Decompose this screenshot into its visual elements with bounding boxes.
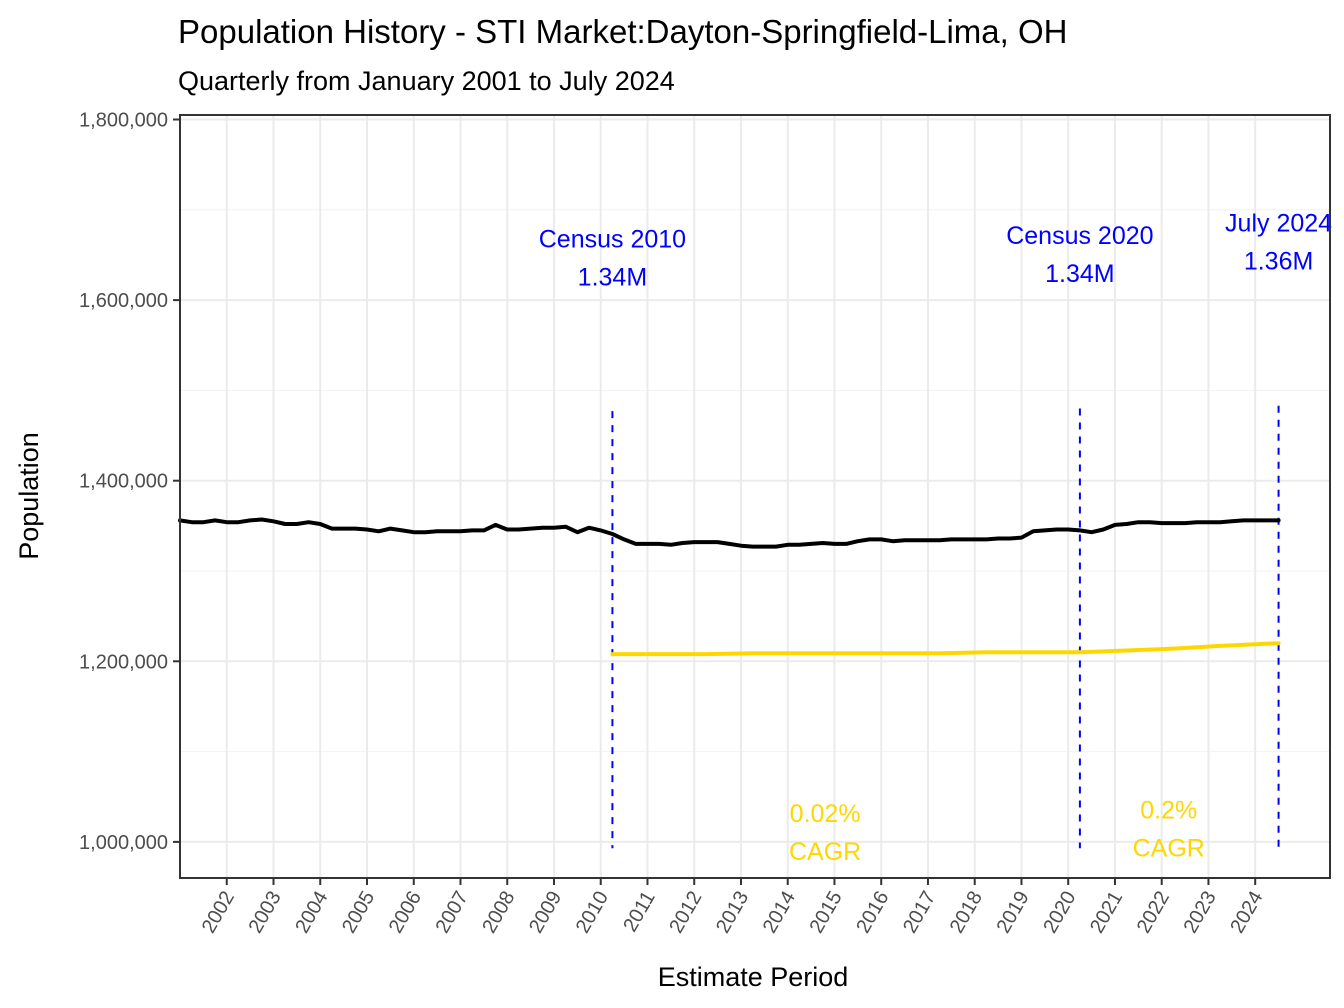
x-tick-label: 2013 [712, 888, 753, 938]
y-tick-label: 1,000,000 [79, 832, 168, 854]
chart-subtitle: Quarterly from January 2001 to July 2024 [178, 66, 675, 96]
x-tick-label: 2011 [619, 888, 660, 936]
x-tick-label: 2019 [992, 888, 1033, 938]
x-tick-label: 2002 [198, 888, 239, 938]
x-tick-label: 2008 [478, 888, 519, 938]
x-tick-label: 2016 [852, 888, 893, 938]
population-line [178, 517, 1281, 549]
cagr-2010-2020-label-1: 0.02% [790, 800, 861, 828]
census-2010-label-1: Census 2010 [539, 226, 686, 254]
july-2024-label-2: 1.36M [1244, 247, 1313, 275]
census-2020-label-1: Census 2020 [1006, 222, 1153, 250]
cagr-trend-line [610, 641, 1281, 657]
x-tick-label: 2007 [432, 888, 473, 938]
panel-background [180, 115, 1330, 878]
y-axis-title: Population [14, 432, 44, 560]
x-tick-label: 2004 [291, 888, 332, 938]
x-tick-label: 2003 [245, 888, 286, 938]
x-tick-label: 2015 [805, 888, 846, 938]
x-tick-label: 2012 [665, 888, 706, 938]
x-tick-label: 2009 [525, 888, 566, 938]
cagr-2020-2024-label-1: 0.2% [1140, 796, 1197, 824]
x-axis-title: Estimate Period [658, 962, 849, 992]
x-tick-label: 2023 [1179, 888, 1220, 938]
x-tick-label: 2010 [572, 888, 613, 938]
x-tick-label: 2005 [338, 888, 379, 938]
x-tick-label: 2018 [946, 888, 987, 938]
x-tick-label: 2021 [1086, 888, 1127, 938]
plot-area: Census 2010 1.34M Census 2020 1.34M July 202… [79, 110, 1332, 938]
cagr-2020-2024-label-2: CAGR [1133, 834, 1205, 862]
x-tick-label: 2014 [759, 888, 800, 938]
census-2020-label-2: 1.34M [1045, 260, 1114, 288]
y-tick-label: 1,200,000 [79, 651, 168, 673]
cagr-2010-2020-label-2: CAGR [789, 838, 861, 866]
x-tick-label: 2022 [1133, 888, 1174, 938]
july-2024-label-1: July 2024 [1225, 209, 1332, 237]
y-tick-label: 1,600,000 [79, 290, 168, 312]
panel-border [179, 114, 1331, 879]
y-tick-label: 1,400,000 [79, 471, 168, 493]
x-tick-label: 2020 [1039, 888, 1080, 938]
y-tick-label: 1,800,000 [79, 110, 168, 132]
chart-title: Population History - STI Market:Dayton-S… [178, 13, 1068, 50]
x-tick-label: 2024 [1226, 888, 1267, 938]
x-tick-label: 2017 [899, 888, 940, 938]
x-tick-label: 2006 [385, 888, 426, 938]
census-2010-label-2: 1.34M [578, 264, 647, 292]
